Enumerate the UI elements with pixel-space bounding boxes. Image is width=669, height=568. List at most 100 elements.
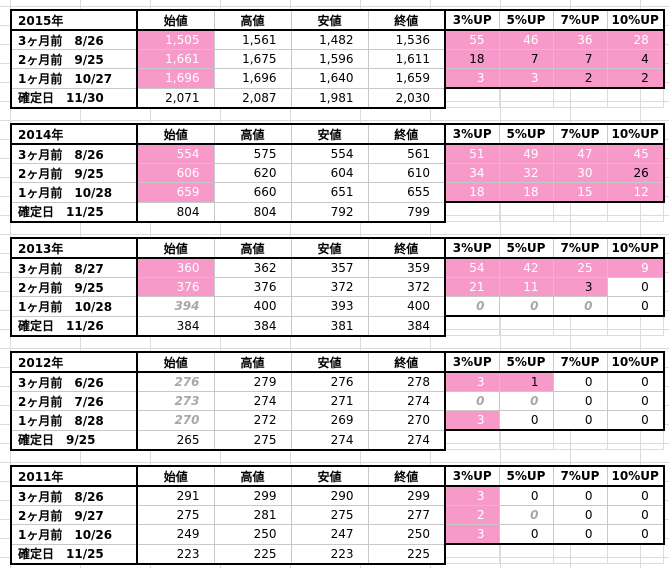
row-label: 3ヶ月前 8/26	[10, 30, 138, 50]
high-cell: 620	[214, 163, 292, 183]
close-cell: 250	[368, 524, 446, 545]
header-up3: 3%UP	[445, 9, 500, 31]
high-cell: 274	[214, 391, 292, 411]
table-row: 2ヶ月前 9/27 275 281 275 277 2 0 0 0	[10, 505, 665, 525]
row-label: 2ヶ月前 7/26	[10, 391, 138, 411]
header-open: 始値	[137, 351, 215, 373]
table-row: 2ヶ月前 9/25 1,661 1,675 1,596 1,611 18 7 7…	[10, 49, 665, 69]
close-cell: 400	[368, 296, 446, 317]
row-label: 確定日 11/25	[10, 544, 138, 565]
header-close: 終値	[368, 9, 446, 31]
open-cell: 554	[137, 144, 215, 164]
up5-cell: 0	[499, 391, 554, 411]
open-cell: 1,505	[137, 30, 215, 50]
low-cell: 792	[291, 202, 369, 223]
up3-cell: 51	[445, 144, 500, 164]
up10-cell: 0	[607, 486, 665, 506]
up10-cell: 9	[607, 258, 665, 278]
table-row: 3ヶ月前 8/26 291 299 290 299 3 0 0 0	[10, 486, 665, 506]
header-up5: 5%UP	[499, 465, 554, 487]
up10-cell: 0	[607, 277, 665, 297]
up5-cell: 0	[499, 524, 554, 545]
row-label: 1ヶ月前 10/28	[10, 182, 138, 203]
header-up10: 10%UP	[607, 237, 665, 259]
up7-cell: 25	[553, 258, 608, 278]
table-row: 3ヶ月前 8/27 360 362 357 359 54 42 25 9	[10, 258, 665, 278]
open-cell: 270	[137, 410, 215, 431]
header-up7: 7%UP	[553, 9, 608, 31]
header-up7: 7%UP	[553, 465, 608, 487]
open-cell: 265	[137, 430, 215, 451]
table-row: 3ヶ月前 8/26 1,505 1,561 1,482 1,536 55 46 …	[10, 30, 665, 50]
row-label: 3ヶ月前 8/27	[10, 258, 138, 278]
header-up10: 10%UP	[607, 123, 665, 145]
close-cell: 1,536	[368, 30, 446, 50]
table-2014: 2014年 始値 高値 安値 終値 3%UP 5%UP 7%UP 10%UP 3…	[10, 123, 665, 223]
row-label: 3ヶ月前 8/26	[10, 486, 138, 506]
close-cell: 225	[368, 544, 446, 565]
open-cell: 223	[137, 544, 215, 565]
year-cell: 2013年	[10, 237, 138, 259]
low-cell: 1,596	[291, 49, 369, 69]
high-cell: 275	[214, 430, 292, 451]
table-row: 確定日 9/25 265 275 274 274	[10, 430, 665, 451]
up5-cell: 3	[499, 68, 554, 89]
up7-cell: 0	[553, 505, 608, 525]
up3-cell: 34	[445, 163, 500, 183]
high-cell: 281	[214, 505, 292, 525]
close-cell: 610	[368, 163, 446, 183]
up10-cell: 0	[607, 524, 665, 545]
low-cell: 276	[291, 372, 369, 392]
table-row: 2ヶ月前 9/25 376 376 372 372 21 11 3 0	[10, 277, 665, 297]
header-high: 高値	[214, 9, 292, 31]
open-cell: 804	[137, 202, 215, 223]
header-high: 高値	[214, 123, 292, 145]
up10-cell: 26	[607, 163, 665, 183]
low-cell: 554	[291, 144, 369, 164]
row-label: 1ヶ月前 10/28	[10, 296, 138, 317]
up5-cell: 1	[499, 372, 554, 392]
up7-cell: 47	[553, 144, 608, 164]
table-row: 2ヶ月前 7/26 273 274 271 274 0 0 0 0	[10, 391, 665, 411]
header-high: 高値	[214, 465, 292, 487]
up3-cell: 3	[445, 524, 500, 545]
close-cell: 372	[368, 277, 446, 297]
high-cell: 575	[214, 144, 292, 164]
up5-cell: 18	[499, 182, 554, 203]
header-up7: 7%UP	[553, 123, 608, 145]
up3-cell: 55	[445, 30, 500, 50]
open-cell: 376	[137, 277, 215, 297]
up3-cell: 2	[445, 505, 500, 525]
close-cell: 274	[368, 430, 446, 451]
header-up10: 10%UP	[607, 9, 665, 31]
close-cell: 1,659	[368, 68, 446, 89]
up5-cell: 0	[499, 505, 554, 525]
up7-cell: 15	[553, 182, 608, 203]
open-cell: 360	[137, 258, 215, 278]
table-2011: 2011年 始値 高値 安値 終値 3%UP 5%UP 7%UP 10%UP 3…	[10, 465, 665, 565]
header-open: 始値	[137, 465, 215, 487]
open-cell: 394	[137, 296, 215, 317]
header-open: 始値	[137, 9, 215, 31]
table-row: 1ヶ月前 10/26 249 250 247 250 3 0 0 0	[10, 524, 665, 545]
header-high: 高値	[214, 351, 292, 373]
table-2013: 2013年 始値 高値 安値 終値 3%UP 5%UP 7%UP 10%UP 3…	[10, 237, 665, 337]
close-cell: 299	[368, 486, 446, 506]
open-cell: 2,071	[137, 88, 215, 109]
up3-cell: 21	[445, 277, 500, 297]
high-cell: 660	[214, 182, 292, 203]
up3-cell: 18	[445, 49, 500, 69]
header-up10: 10%UP	[607, 351, 665, 373]
year-cell: 2015年	[10, 9, 138, 31]
row-label: 1ヶ月前 10/27	[10, 68, 138, 89]
header-low: 安値	[291, 465, 369, 487]
table-row: 3ヶ月前 8/26 554 575 554 561 51 49 47 45	[10, 144, 665, 164]
up3-cell: 3	[445, 68, 500, 89]
row-label: 2ヶ月前 9/25	[10, 49, 138, 69]
close-cell: 655	[368, 182, 446, 203]
high-cell: 272	[214, 410, 292, 431]
close-cell: 278	[368, 372, 446, 392]
open-cell: 275	[137, 505, 215, 525]
table-row: 確定日 11/25 804 804 792 799	[10, 202, 665, 223]
header-up5: 5%UP	[499, 9, 554, 31]
